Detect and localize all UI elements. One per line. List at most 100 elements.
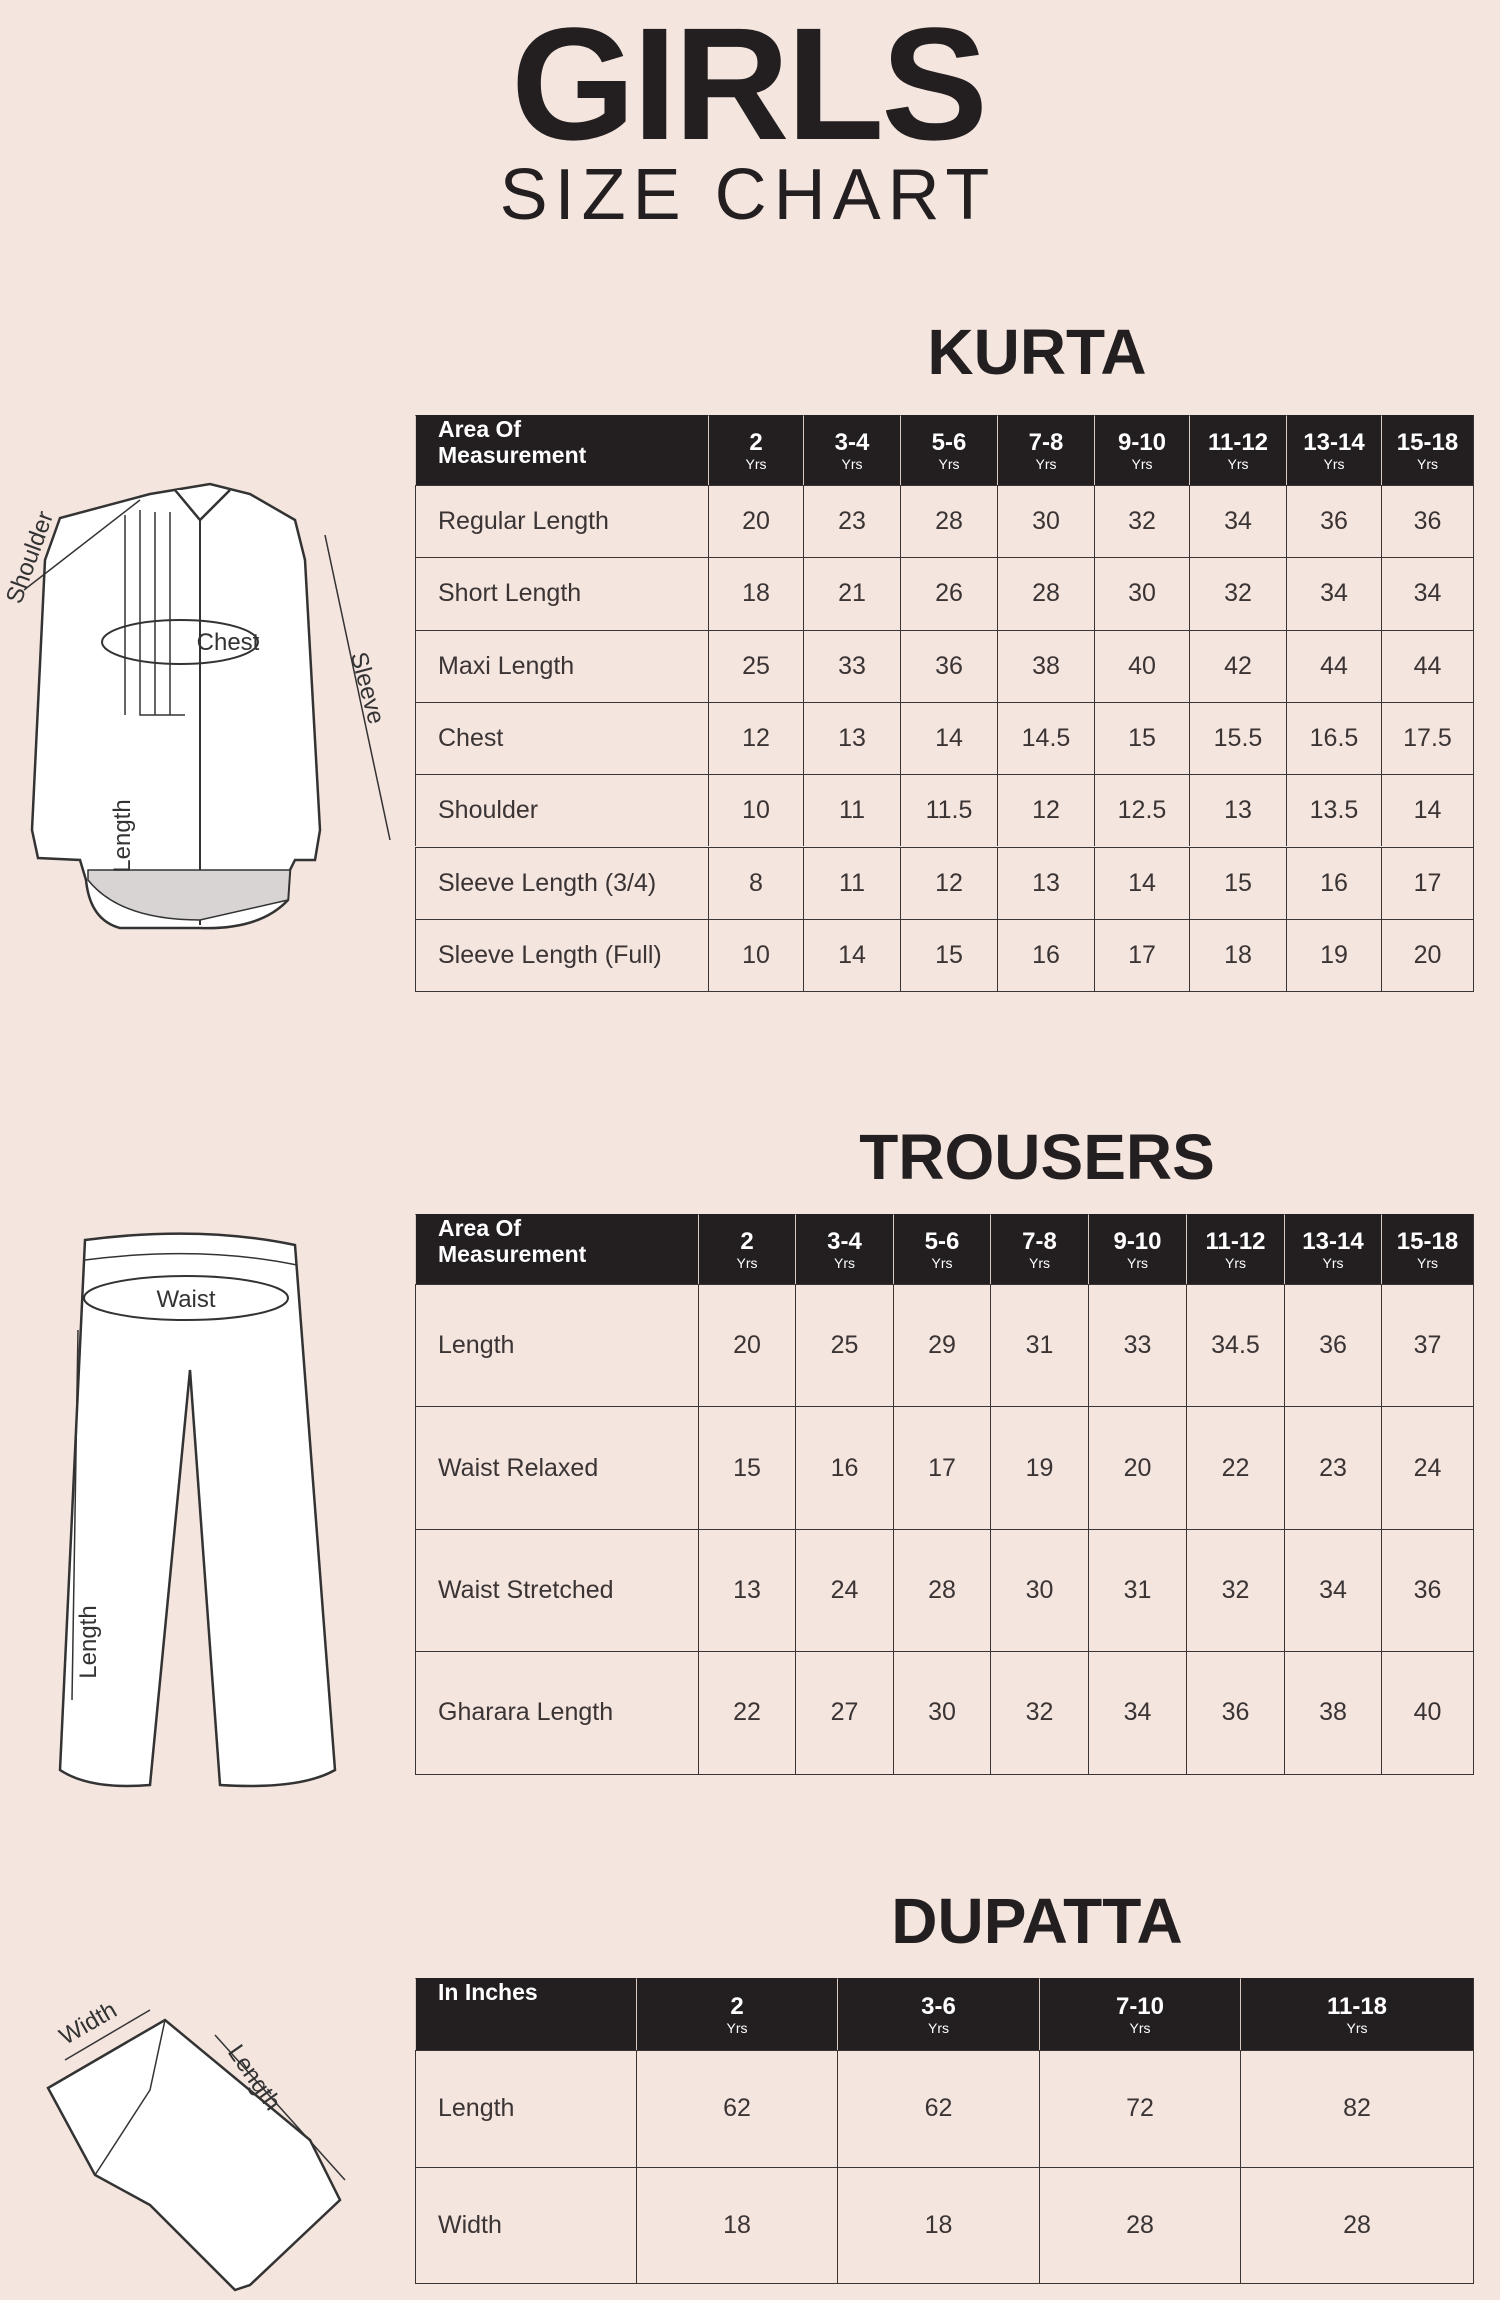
value-cell: 25: [795, 1284, 893, 1407]
value-cell: 14: [1094, 846, 1189, 919]
size-label: 5-6: [931, 428, 967, 456]
unit-label: Yrs: [1417, 1254, 1438, 1271]
header-cell: 11-12 Yrs: [1186, 1214, 1284, 1284]
size-label: 13-14: [1303, 428, 1365, 456]
value-cell: 14: [803, 918, 900, 992]
value-cell: 20: [1381, 918, 1473, 992]
value-cell: 16.5: [1286, 701, 1381, 775]
value-cell: 36: [1186, 1651, 1284, 1774]
header-cell: 15-18 Yrs: [1381, 415, 1473, 485]
size-table: Area Of Measurement 2 Yrs 3-4 Yrs 5-6 Yrs 7-8 Yr…: [415, 1214, 1474, 1775]
value-cell: 32: [1189, 557, 1286, 630]
value-cell: 12: [708, 701, 803, 775]
value-cell: 13: [803, 701, 900, 775]
header-cell: 3-6 Yrs: [837, 1978, 1039, 2050]
value-cell: 28: [997, 557, 1094, 630]
value-cell: 14.5: [997, 701, 1094, 775]
unit-label: Yrs: [1417, 455, 1438, 472]
size-label: 2: [749, 428, 763, 456]
value-cell: 28: [1240, 2166, 1473, 2284]
trouser-length-label: Length: [75, 1605, 102, 1678]
header-cell: 13-14 Yrs: [1284, 1214, 1381, 1284]
header-cell: In Inches: [415, 1978, 636, 2050]
value-cell: 36: [1284, 1284, 1381, 1407]
unit-label: Yrs: [745, 455, 767, 472]
size-table: In Inches 2 Yrs 3-6 Yrs 7-10 Yrs 11-18 Yrs Length…: [415, 1978, 1474, 2285]
row-label: Waist Stretched: [415, 1528, 698, 1652]
value-cell: 8: [708, 846, 803, 919]
value-cell: 16: [997, 918, 1094, 992]
value-cell: 33: [803, 629, 900, 702]
value-cell: 13: [698, 1528, 795, 1652]
header-cell: Area Of Measurement: [415, 1214, 698, 1284]
unit-label: Yrs: [841, 455, 863, 472]
value-cell: 26: [900, 557, 997, 630]
unit-label: Yrs: [1035, 455, 1057, 472]
header-cell: 3-4 Yrs: [795, 1214, 893, 1284]
size-label: 3-6: [921, 1992, 956, 2020]
unit-label: Yrs: [1323, 455, 1345, 472]
trousers-illustration: Waist Length: [58, 1232, 337, 1788]
value-cell: 34: [1286, 557, 1381, 630]
chest-label: Chest: [197, 629, 260, 656]
value-cell: 34.5: [1186, 1284, 1284, 1407]
value-cell: 36: [1381, 485, 1473, 558]
row-label: Short Length: [415, 557, 708, 630]
value-cell: 20: [1088, 1406, 1186, 1529]
value-cell: 17.5: [1381, 701, 1473, 775]
size-label: 7-8: [1028, 428, 1064, 456]
value-cell: 72: [1039, 2050, 1240, 2167]
size-label: 15-18: [1396, 428, 1459, 456]
unit-label: Yrs: [834, 1254, 855, 1271]
value-cell: 17: [893, 1406, 990, 1529]
value-cell: 38: [1284, 1651, 1381, 1774]
value-cell: 14: [1381, 774, 1473, 847]
unit-label: Yrs: [736, 1254, 758, 1271]
value-cell: 40: [1094, 629, 1189, 702]
size-label: 11-12: [1207, 428, 1269, 456]
section-title: TROUSERS: [859, 1121, 1215, 1193]
value-cell: 15: [698, 1406, 795, 1529]
header-cell: 7-8 Yrs: [997, 415, 1094, 485]
value-cell: 15: [1189, 846, 1286, 919]
unit-label: Yrs: [1225, 1254, 1246, 1271]
value-cell: 14: [900, 701, 997, 775]
value-cell: 21: [803, 557, 900, 630]
value-cell: 11.5: [900, 774, 997, 847]
value-cell: 34: [1189, 485, 1286, 558]
value-cell: 30: [893, 1651, 990, 1774]
kurta-illustration: Shoulder Chest Sleeve Length: [1, 482, 391, 930]
value-cell: 22: [698, 1651, 795, 1774]
value-cell: 62: [636, 2050, 837, 2167]
row-label: Waist Relaxed: [415, 1406, 698, 1529]
row-label: Shoulder: [415, 774, 708, 847]
value-cell: 19: [1286, 918, 1381, 992]
value-cell: 42: [1189, 629, 1286, 702]
value-cell: 27: [795, 1651, 893, 1774]
value-cell: 28: [900, 485, 997, 558]
value-cell: 15: [900, 918, 997, 992]
size-label: 5-6: [924, 1227, 960, 1255]
dupatta-illustration: Width Length: [46, 1996, 346, 2292]
value-cell: 36: [900, 629, 997, 702]
value-cell: 12.5: [1094, 774, 1189, 847]
row-label: Length: [415, 2050, 636, 2167]
value-cell: 12: [900, 846, 997, 919]
size-label: 11-18: [1326, 1992, 1388, 2020]
header-cell: 3-4 Yrs: [803, 415, 900, 485]
header-cell: 2 Yrs: [636, 1978, 837, 2050]
value-cell: 30: [1094, 557, 1189, 630]
value-cell: 30: [990, 1528, 1088, 1652]
section-title: DUPATTA: [891, 1885, 1183, 1957]
header-cell: 11-18 Yrs: [1240, 1978, 1473, 2050]
sleeve-label: Sleeve: [345, 649, 390, 727]
value-cell: 13: [1189, 774, 1286, 847]
size-label: 3-4: [827, 1227, 862, 1255]
value-cell: 23: [803, 485, 900, 558]
header-cell: 2 Yrs: [698, 1214, 795, 1284]
value-cell: 20: [708, 485, 803, 558]
value-cell: 32: [1186, 1528, 1284, 1652]
size-label: 15-18: [1396, 1227, 1459, 1255]
